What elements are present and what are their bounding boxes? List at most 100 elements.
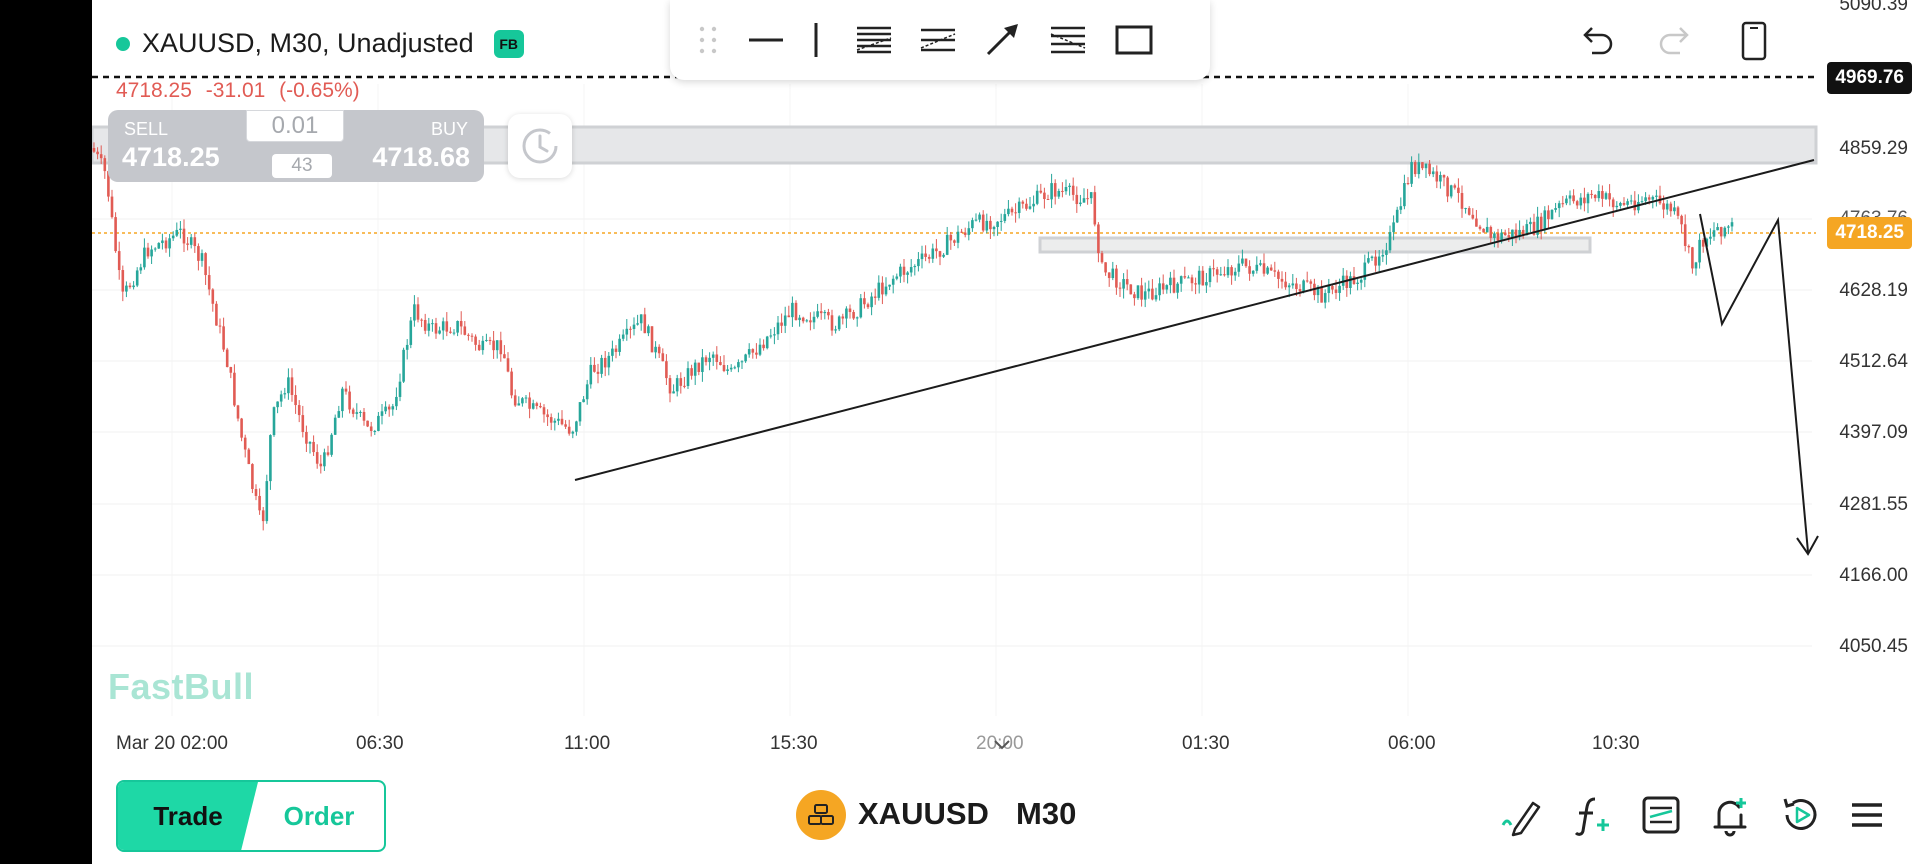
candle-body: [171, 235, 175, 239]
candle-body: [1219, 274, 1223, 276]
candle-body: [1187, 277, 1190, 279]
alert-price-tag[interactable]: 4969.76: [1827, 62, 1912, 94]
candle-body: [960, 231, 963, 233]
candle-body: [405, 344, 409, 350]
candle-body: [945, 234, 949, 255]
candle-body: [1608, 193, 1611, 200]
candle-body: [153, 248, 157, 250]
candle-body: [873, 296, 877, 298]
price-chart[interactable]: [92, 0, 1920, 760]
candle-body: [1068, 185, 1071, 188]
redo-icon[interactable]: [1654, 18, 1698, 64]
candle-body: [1439, 175, 1442, 182]
candle-body: [182, 228, 186, 244]
horizontal-line-icon[interactable]: [744, 18, 788, 62]
candle-body: [729, 367, 733, 370]
price-tick: 4628.19: [1839, 280, 1908, 301]
rectangle-icon[interactable]: [1112, 18, 1156, 62]
candle-body: [1460, 193, 1464, 209]
candle-body: [805, 320, 809, 322]
candle-body: [920, 253, 924, 260]
time-tick: 20:00: [976, 733, 1024, 754]
candle-body: [1133, 294, 1136, 299]
trade-button[interactable]: Trade: [118, 782, 258, 850]
fib-icon[interactable]: [1046, 18, 1090, 62]
undo-icon[interactable]: [1574, 18, 1618, 64]
candle-body: [1691, 247, 1694, 269]
candle-body: [1712, 230, 1716, 237]
candle-body: [445, 321, 449, 332]
candle-body: [798, 317, 801, 321]
candle-body: [261, 510, 265, 522]
symbol-header[interactable]: XAUUSD, M30, Unadjusted FB: [116, 28, 524, 59]
candle-body: [1161, 283, 1165, 290]
drawing-tools-icon[interactable]: [1494, 788, 1548, 842]
candle-body: [1701, 239, 1705, 247]
candle-body: [380, 411, 384, 416]
arrow-icon[interactable]: [980, 18, 1024, 62]
candle-body: [1118, 287, 1122, 289]
candle-body: [549, 417, 553, 423]
menu-icon[interactable]: [1840, 788, 1894, 842]
drag-handle-icon[interactable]: [686, 18, 730, 62]
chevron-down-icon[interactable]: [992, 738, 1012, 757]
candle-body: [708, 357, 711, 363]
candle-body: [1449, 185, 1453, 197]
candle-body: [1665, 203, 1669, 210]
candle-body: [981, 214, 985, 231]
candle-body: [319, 463, 323, 467]
buy-price[interactable]: 4718.68: [372, 142, 470, 172]
candle-body: [1262, 263, 1266, 274]
candle-body: [204, 253, 207, 276]
candle-body: [1277, 271, 1280, 279]
candle-body: [996, 221, 999, 227]
candle-body: [1586, 193, 1590, 204]
symbol-title: XAUUSD, M30, Unadjusted: [142, 28, 474, 58]
gold-icon[interactable]: [796, 790, 846, 840]
sync-button[interactable]: [508, 114, 572, 178]
candle-body: [1478, 226, 1482, 229]
replay-icon[interactable]: [1774, 788, 1828, 842]
candle-body: [989, 220, 992, 230]
candle-body: [1601, 191, 1604, 199]
timeframe-selector[interactable]: M30: [1016, 796, 1077, 831]
sell-label[interactable]: SELL: [124, 119, 169, 139]
price-tick: 4050.45: [1839, 636, 1908, 657]
candle-body: [949, 234, 953, 241]
candle-body: [578, 402, 582, 422]
candle-body: [110, 196, 114, 218]
candle-body: [1435, 171, 1439, 182]
chart-app: XAUUSD, M30, Unadjusted FB 4718.25 -31.0…: [92, 0, 1920, 864]
current-price-tag: 4718.25: [1827, 217, 1912, 249]
candle-body: [251, 464, 254, 490]
price-alert-icon[interactable]: [1704, 788, 1758, 842]
candle-body: [1536, 216, 1539, 235]
price-change-line: 4718.25 -31.01 (-0.65%): [116, 79, 360, 103]
lot-size-input[interactable]: 0.01: [246, 110, 344, 142]
sell-price[interactable]: 4718.25: [122, 142, 220, 172]
indicators-icon[interactable]: [1564, 788, 1618, 842]
rotate-device-icon[interactable]: [1732, 18, 1776, 64]
chart-settings-icon[interactable]: [1634, 788, 1688, 842]
candle-body: [1561, 203, 1565, 205]
order-button[interactable]: Order: [283, 800, 355, 831]
buy-label[interactable]: BUY: [430, 119, 468, 139]
candle-body: [207, 275, 211, 290]
candle-body: [121, 270, 125, 292]
candle-body: [837, 316, 841, 330]
candle-body: [906, 272, 909, 275]
candle-body: [1007, 208, 1010, 215]
candle-body: [927, 256, 931, 259]
candle-body: [564, 424, 567, 427]
candle-body: [657, 346, 661, 354]
trend-channel-icon[interactable]: [916, 18, 960, 62]
candle-body: [1331, 286, 1334, 290]
candle-body: [672, 391, 675, 394]
candle-body: [967, 228, 971, 235]
candle-body: [1327, 286, 1331, 294]
vertical-line-icon[interactable]: [794, 18, 838, 62]
symbol-selector[interactable]: XAUUSD: [858, 796, 989, 831]
candle-body: [769, 335, 773, 337]
candle-body: [611, 348, 614, 356]
parallel-channel-icon[interactable]: [852, 18, 896, 62]
